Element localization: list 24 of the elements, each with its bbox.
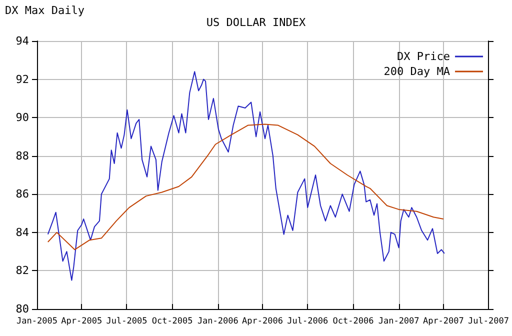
x-tick-label: Oct-2005 <box>152 316 193 326</box>
y-tick-label: 88 <box>16 149 29 162</box>
x-tick-label: Apr-2005 <box>61 316 102 326</box>
x-tick-label: Jul-2006 <box>287 316 328 326</box>
x-tick-label: Apr-2007 <box>422 316 464 326</box>
y-tick-label: 94 <box>16 34 30 48</box>
line-series <box>47 124 444 250</box>
x-tick-label: Jan-2007 <box>378 316 420 326</box>
x-tick-label: Jul-2005 <box>106 316 148 326</box>
x-tick-label: Jul-2007 <box>468 316 510 326</box>
y-tick-label: 86 <box>16 188 29 201</box>
x-tick-label: Jan-2006 <box>197 316 238 326</box>
y-tick-label: 80 <box>16 302 29 316</box>
legend-label: 200 Day MA <box>384 65 450 78</box>
x-tick-label: Oct-2006 <box>332 316 374 326</box>
x-tick-label: Jan-2005 <box>16 316 58 326</box>
y-tick-label: 92 <box>16 72 29 86</box>
x-tick-label: Apr-2006 <box>242 316 283 326</box>
y-tick-label: 90 <box>16 111 29 124</box>
chart-subtitle: DX Max Daily <box>5 4 85 17</box>
y-tick-label: 82 <box>16 264 29 278</box>
legend-label: DX Price <box>397 50 450 63</box>
chart-title: US DOLLAR INDEX <box>206 16 306 29</box>
y-tick-label: 84 <box>16 226 30 239</box>
